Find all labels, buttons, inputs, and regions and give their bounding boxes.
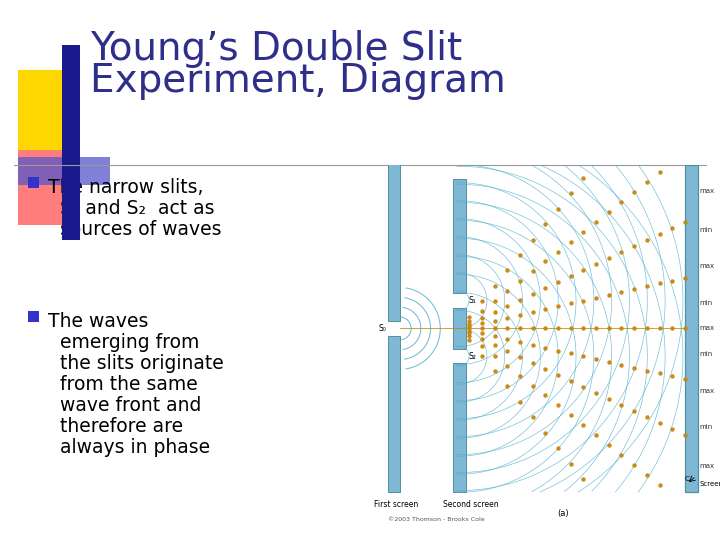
Text: Second screen: Second screen [444,501,499,509]
Text: (a): (a) [557,509,570,517]
Text: max: max [700,326,715,332]
Text: min: min [700,227,713,233]
Text: max: max [700,388,715,394]
Bar [62,45,80,240]
Text: The waves: The waves [48,312,148,331]
Bar [18,135,73,225]
Text: always in phase: always in phase [48,438,210,457]
Text: ©2003 Thomson - Brooks Cole: ©2003 Thomson - Brooks Cole [389,517,485,522]
Text: the slits originate: the slits originate [48,354,224,373]
Text: therefore are: therefore are [48,417,183,436]
Text: max: max [700,263,715,269]
Text: S₁ and S₂  act as: S₁ and S₂ act as [48,199,215,218]
Text: min: min [700,300,713,306]
Bar [454,363,466,492]
Text: Screen: Screen [700,481,720,487]
Bar [28,177,39,188]
Text: First screen: First screen [374,501,418,509]
Bar [685,165,698,492]
Bar [389,164,400,321]
Text: max: max [700,188,715,194]
Bar [454,179,466,293]
Text: S₁: S₁ [468,296,476,305]
Text: S₀: S₀ [379,324,387,333]
Text: min: min [700,351,713,357]
Text: Young’s Double Slit: Young’s Double Slit [90,30,462,68]
Bar [28,311,39,322]
Text: min: min [700,424,713,430]
Text: sources of waves: sources of waves [48,220,222,239]
Text: max: max [700,463,715,469]
Text: from the same: from the same [48,375,198,394]
Text: C: C [685,476,690,482]
Bar [389,336,400,492]
Bar [454,308,466,349]
Text: emerging from: emerging from [48,333,199,352]
Bar [18,157,110,185]
Text: Experiment, Diagram: Experiment, Diagram [90,62,505,100]
Bar [18,70,80,150]
Text: S₂: S₂ [468,352,476,361]
Text: The narrow slits,: The narrow slits, [48,178,204,197]
Text: wave front and: wave front and [48,396,202,415]
